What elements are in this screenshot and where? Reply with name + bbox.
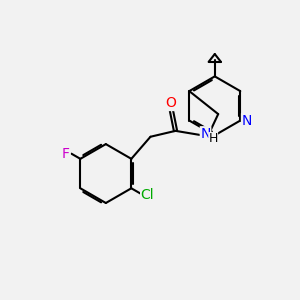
Text: H: H: [208, 132, 218, 145]
Text: N: N: [242, 114, 252, 128]
Text: N: N: [200, 127, 211, 141]
Text: Cl: Cl: [141, 188, 154, 202]
Text: F: F: [62, 147, 70, 161]
Text: O: O: [166, 97, 176, 110]
